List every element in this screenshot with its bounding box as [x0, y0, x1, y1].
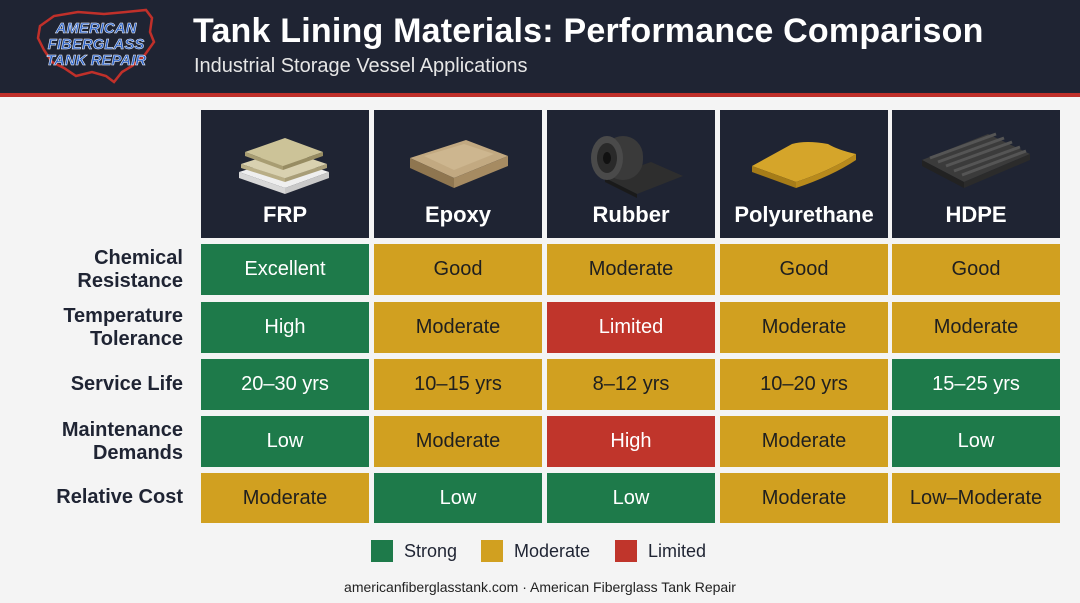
rating-cell: Moderate	[201, 473, 369, 523]
rubber-roll-icon	[591, 136, 683, 198]
page-subtitle: Industrial Storage Vessel Applications	[194, 55, 528, 77]
header-divider	[0, 93, 1080, 97]
rating-cell: Moderate	[374, 302, 542, 353]
rating-cell: High	[201, 302, 369, 353]
column-name: Epoxy	[424, 202, 492, 227]
column-header-polyurethane: Polyurethane	[720, 110, 888, 238]
column-header-epoxy: Epoxy	[374, 110, 542, 238]
row-label-line: Resistance	[77, 270, 183, 292]
rating-cell: 8–12 yrs	[547, 359, 715, 410]
column-header-rubber: Rubber	[547, 110, 715, 238]
rating-cell: Moderate	[720, 302, 888, 353]
row-label-line: Relative Cost	[56, 486, 183, 508]
epoxy-sheet-icon	[410, 140, 508, 188]
legend-item-strong: Strong	[371, 539, 457, 563]
rating-cell: Moderate	[547, 244, 715, 295]
rating-cell: 10–20 yrs	[720, 359, 888, 410]
column-name: HDPE	[945, 202, 1007, 227]
row-label-chemical-resistance: Chemical Resistance	[20, 247, 183, 293]
polyurethane-sheet-icon	[752, 142, 856, 188]
rating-cell: Moderate	[720, 416, 888, 467]
column-name: FRP	[263, 202, 307, 227]
column-name: Polyurethane	[734, 202, 874, 227]
row-label-line: Temperature	[63, 305, 183, 327]
rating-cell: Low	[892, 416, 1060, 467]
svg-text:FIBERGLASS: FIBERGLASS	[48, 36, 145, 53]
svg-text:AMERICAN: AMERICAN	[55, 20, 138, 37]
hdpe-ribbed-sheet-icon	[922, 132, 1030, 188]
frp-laminate-icon	[239, 138, 329, 194]
column-header-frp: FRP	[201, 110, 369, 238]
rating-cell: Excellent	[201, 244, 369, 295]
row-label-service-life: Service Life	[20, 373, 183, 396]
legend-label: Limited	[648, 540, 707, 561]
rating-cell: 15–25 yrs	[892, 359, 1060, 410]
row-label-relative-cost: Relative Cost	[20, 486, 183, 509]
row-label-maintenance-demands: Maintenance Demands	[20, 419, 183, 465]
rating-cell: Low–Moderate	[892, 473, 1060, 523]
legend-item-moderate: Moderate	[481, 539, 590, 563]
row-label-line: Tolerance	[90, 328, 183, 350]
rating-cell: 10–15 yrs	[374, 359, 542, 410]
svg-text:TANK REPAIR: TANK REPAIR	[46, 52, 146, 69]
row-label-line: Demands	[92, 442, 183, 464]
footer-credit: americanfiberglasstank.com · American Fi…	[344, 579, 736, 595]
rating-cell: Good	[374, 244, 542, 295]
rating-cell: 20–30 yrs	[201, 359, 369, 410]
column-header-hdpe: HDPE	[892, 110, 1060, 238]
rating-cell: Good	[892, 244, 1060, 295]
legend: Strong Moderate Limited	[0, 539, 1080, 563]
company-logo: AMERICAN FIBERGLASS TANK REPAIR	[36, 8, 156, 84]
row-label-line: Chemical	[94, 247, 183, 269]
legend-swatch-limited	[615, 540, 637, 562]
rating-cell: Moderate	[892, 302, 1060, 353]
rating-cell: Limited	[547, 302, 715, 353]
legend-label: Strong	[404, 540, 458, 561]
rating-cell: Moderate	[374, 416, 542, 467]
rating-cell: Low	[547, 473, 715, 523]
row-label-line: Service Life	[70, 373, 183, 395]
rating-cell: Moderate	[720, 473, 888, 523]
header-bar: AMERICAN FIBERGLASS TANK REPAIR Tank Lin…	[0, 0, 1080, 93]
page-title: Tank Lining Materials: Performance Compa…	[193, 12, 984, 50]
rating-cell: Good	[720, 244, 888, 295]
legend-swatch-strong	[371, 540, 393, 562]
rating-cell: High	[547, 416, 715, 467]
row-label-temperature-tolerance: Temperature Tolerance	[20, 305, 183, 351]
legend-item-limited: Limited	[615, 539, 706, 563]
column-name: Rubber	[592, 202, 670, 227]
rating-cell: Low	[374, 473, 542, 523]
row-label-line: Maintenance	[61, 419, 183, 441]
legend-swatch-moderate	[481, 540, 503, 562]
legend-label: Moderate	[514, 540, 591, 561]
rating-cell: Low	[201, 416, 369, 467]
